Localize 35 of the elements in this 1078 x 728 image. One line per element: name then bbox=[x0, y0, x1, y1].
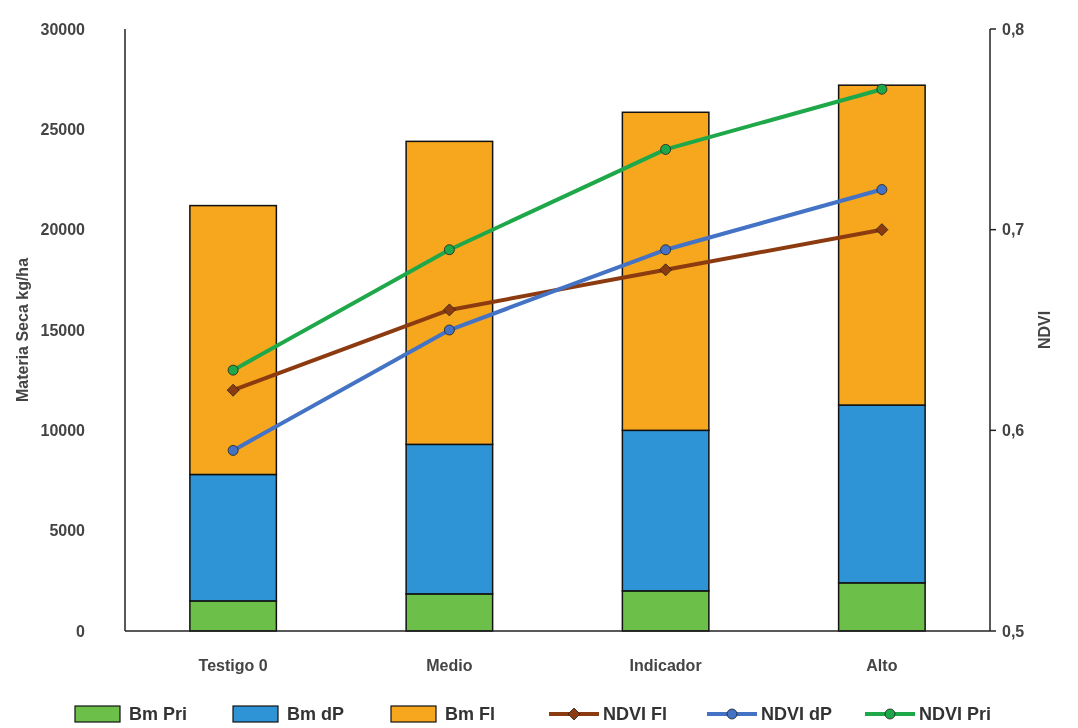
y-tick-label: 10000 bbox=[40, 421, 86, 439]
x-tick-label: Alto bbox=[866, 657, 898, 674]
x-tick-label: Testigo 0 bbox=[198, 657, 268, 674]
y-tick-label: 5000 bbox=[49, 522, 86, 540]
legend-label: NDVI Fl bbox=[603, 704, 668, 725]
point bbox=[876, 184, 888, 195]
point bbox=[659, 263, 673, 277]
legend-label: Bm Pri bbox=[129, 704, 188, 725]
point bbox=[443, 324, 455, 336]
point bbox=[442, 303, 456, 317]
legend-label: Bm dP bbox=[287, 704, 345, 725]
legend-label: NDVI dP bbox=[761, 704, 833, 725]
point bbox=[226, 383, 240, 397]
y-tick-label: 20000 bbox=[40, 221, 86, 239]
point bbox=[227, 364, 239, 376]
y-tick-label: 25000 bbox=[40, 120, 86, 138]
point bbox=[227, 445, 239, 456]
y2-tick-label: 0,5 bbox=[1002, 622, 1025, 640]
y2-tick-label: 0,6 bbox=[1002, 421, 1025, 439]
y-tick-label: 15000 bbox=[40, 321, 86, 339]
y-tick-label: 30000 bbox=[40, 20, 86, 38]
y2-tick-label: 0,7 bbox=[1002, 221, 1025, 239]
x-tick-label: Medio bbox=[426, 657, 473, 674]
x-tick-label: Indicador bbox=[629, 657, 702, 674]
point bbox=[875, 223, 889, 237]
legend-label: Bm Fl bbox=[445, 704, 496, 725]
y2-axis-title: NDVI bbox=[1036, 310, 1053, 350]
point bbox=[876, 83, 888, 95]
y-axis-title: Materia Seca kg/ha bbox=[14, 257, 31, 403]
point bbox=[660, 144, 672, 155]
legend-label: NDVI Pri bbox=[919, 704, 992, 725]
point bbox=[660, 244, 672, 256]
y-tick-label: 0 bbox=[76, 622, 86, 640]
point bbox=[443, 244, 455, 256]
y2-tick-label: 0,8 bbox=[1002, 20, 1025, 38]
